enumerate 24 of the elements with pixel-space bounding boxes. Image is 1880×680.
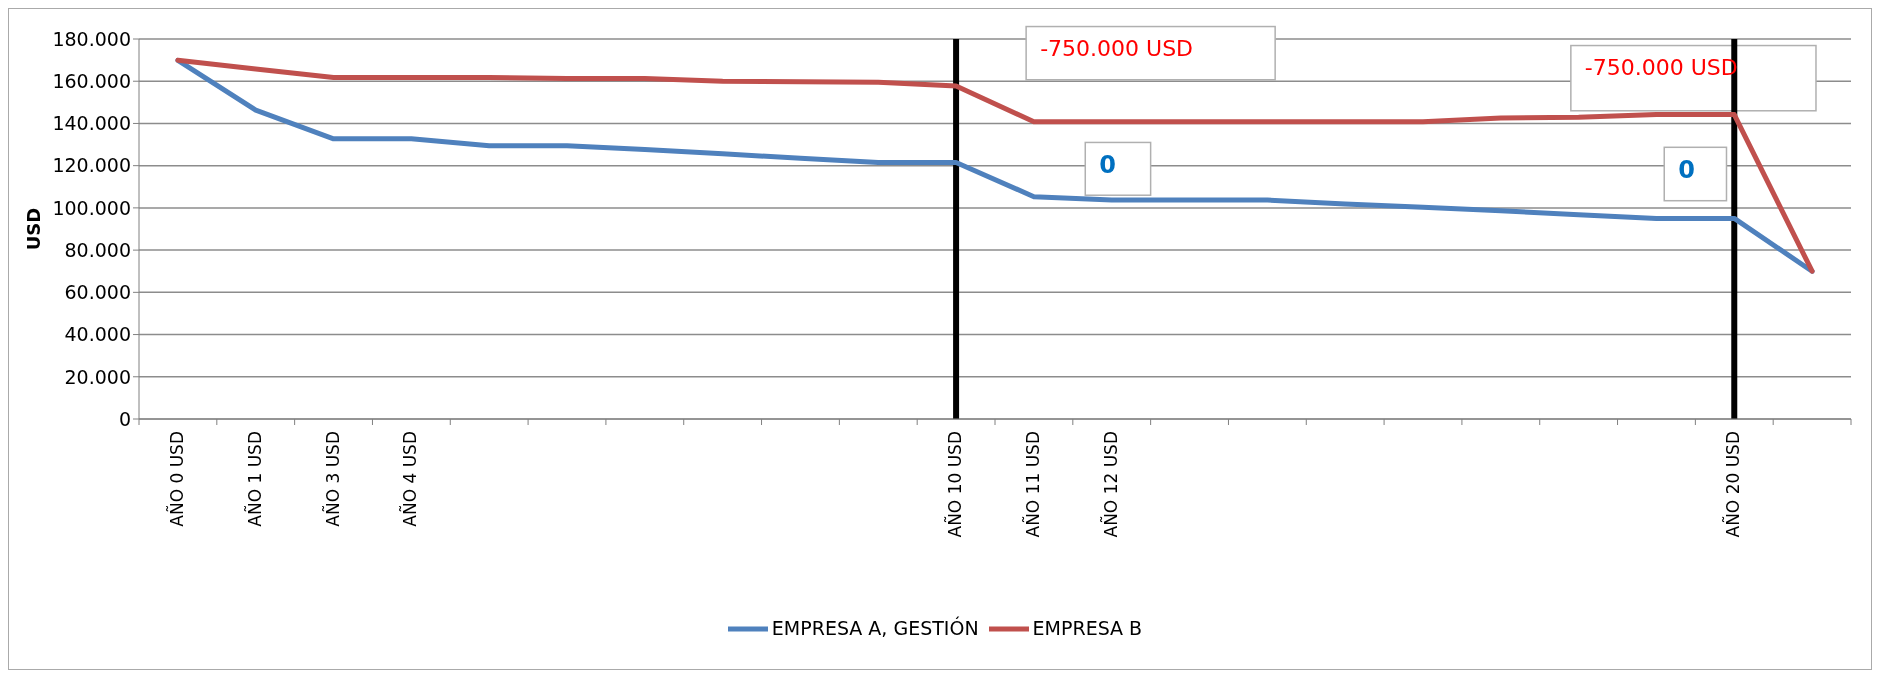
y-tick-label: 140.000 [52,112,131,135]
x-tick-label: AÑO 12 USD [1099,431,1121,538]
y-tick-label: 160.000 [52,69,131,92]
y-tick-label: 120.000 [52,154,131,177]
y-tick-label: 80.000 [64,238,131,261]
y-tick-label: 60.000 [64,281,131,304]
y-axis-title: USD [23,207,45,251]
y-tick-label: 180.000 [52,27,131,50]
y-tick-label: 0 [118,407,131,430]
annotation: 0 [1099,151,1116,180]
x-tick-label: AÑO 10 USD [944,431,966,538]
y-tick-label: 20.000 [64,365,131,388]
legend-label: EMPRESA B [1032,616,1143,639]
x-tick-label: AÑO 11 USD [1021,431,1043,538]
x-tick-label: AÑO 1 USD [243,431,265,527]
x-tick-label: AÑO 0 USD [165,431,187,527]
x-tick-label: AÑO 3 USD [321,431,343,527]
y-tick-label: 40.000 [64,323,131,346]
x-tick-label: AÑO 20 USD [1722,431,1744,538]
annotation: -750.000 USD [1040,36,1194,62]
annotation: 0 [1678,156,1695,185]
x-tick-label: AÑO 4 USD [399,431,421,527]
y-tick-label: 100.000 [52,196,131,219]
legend-label: EMPRESA A, GESTIÓN [771,616,979,639]
